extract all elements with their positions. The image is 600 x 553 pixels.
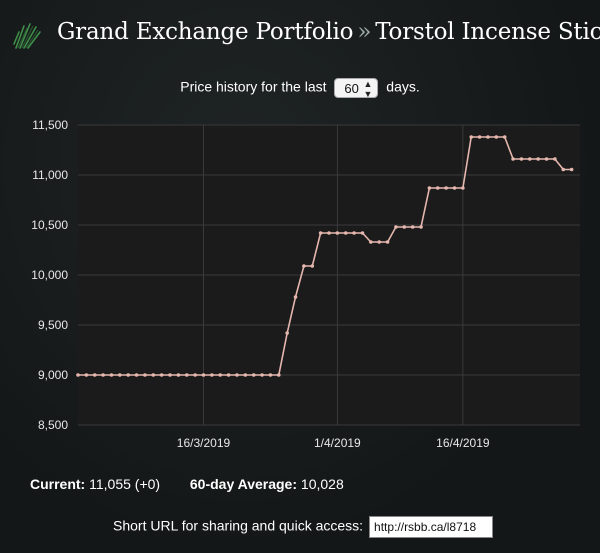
price-point bbox=[126, 373, 130, 377]
price-point bbox=[511, 157, 515, 161]
price-stats: Current: 11,055 (+0) 60-day Average: 10,… bbox=[30, 476, 344, 492]
y-tick-label: 10,000 bbox=[31, 268, 68, 282]
price-point bbox=[235, 373, 239, 377]
price-point bbox=[285, 331, 289, 335]
price-point bbox=[92, 373, 97, 377]
price-point bbox=[494, 135, 499, 139]
price-point bbox=[268, 373, 273, 377]
price-point bbox=[84, 373, 89, 377]
price-point bbox=[394, 225, 398, 229]
price-point bbox=[544, 157, 549, 161]
price-point bbox=[352, 231, 356, 235]
price-point bbox=[327, 231, 331, 235]
price-point bbox=[427, 186, 432, 190]
y-tick-label: 11,000 bbox=[32, 168, 68, 182]
y-tick-label: 10,500 bbox=[31, 218, 68, 232]
days-select[interactable]: 60 ▲ ▼ bbox=[334, 78, 379, 99]
price-point bbox=[134, 373, 139, 377]
price-point bbox=[469, 135, 474, 139]
y-tick-label: 9,000 bbox=[38, 368, 68, 382]
price-point bbox=[477, 135, 482, 139]
history-suffix: days. bbox=[386, 78, 420, 95]
history-controls: Price history for the last 60 ▲ ▼ days. bbox=[0, 78, 600, 99]
price-point bbox=[452, 186, 457, 190]
y-tick-label: 9,500 bbox=[38, 318, 68, 332]
price-point bbox=[343, 231, 348, 235]
title-main: Grand Exchange Portfolio bbox=[57, 19, 354, 45]
price-point bbox=[444, 186, 448, 190]
x-tick-label: 1/4/2019 bbox=[314, 436, 361, 450]
price-point bbox=[260, 373, 264, 377]
price-point bbox=[461, 186, 465, 190]
price-point bbox=[118, 373, 122, 377]
price-point bbox=[519, 157, 524, 161]
average-value: 10,028 bbox=[300, 476, 344, 492]
price-point bbox=[76, 373, 80, 377]
current-label: Current: bbox=[30, 476, 86, 492]
price-point bbox=[377, 240, 382, 244]
price-point bbox=[553, 157, 557, 161]
y-tick-label: 11,500 bbox=[32, 118, 68, 132]
price-point bbox=[193, 373, 197, 377]
price-point bbox=[385, 240, 390, 244]
page-title: Grand Exchange Portfolio» Torstol Incense… bbox=[57, 19, 600, 45]
price-point bbox=[218, 373, 223, 377]
price-point bbox=[226, 373, 231, 377]
price-chart: 8,500 9,000 9,500 10,000 10,500 11,000 11,500 … bbox=[0, 112, 600, 457]
short-url-field[interactable] bbox=[369, 516, 494, 538]
title-item: Torstol Incense Sticks bbox=[375, 19, 600, 45]
price-point bbox=[243, 373, 248, 377]
price-point bbox=[536, 157, 540, 161]
price-point bbox=[168, 373, 172, 377]
price-point bbox=[528, 157, 532, 161]
price-point bbox=[561, 167, 566, 172]
price-point bbox=[201, 373, 206, 377]
price-point bbox=[502, 135, 507, 139]
x-tick-label: 16/3/2019 bbox=[177, 436, 231, 450]
price-point bbox=[435, 186, 440, 190]
price-point bbox=[310, 264, 315, 268]
price-point bbox=[277, 373, 281, 377]
price-chart-svg: 8,5009,0009,50010,00010,50011,00011,500 … bbox=[31, 118, 580, 450]
price-point bbox=[369, 240, 373, 244]
price-point bbox=[151, 373, 156, 377]
price-point bbox=[251, 373, 256, 377]
price-point bbox=[101, 373, 105, 377]
grass-herb-icon bbox=[13, 23, 41, 49]
price-point bbox=[486, 135, 490, 139]
price-point bbox=[402, 225, 407, 229]
current-value: 11,055 (+0) bbox=[89, 476, 161, 492]
price-point bbox=[302, 264, 306, 268]
share-label: Short URL for sharing and quick access: bbox=[113, 517, 364, 534]
title-separator: » bbox=[357, 19, 372, 45]
price-point bbox=[360, 231, 365, 235]
price-point bbox=[176, 373, 181, 377]
price-point bbox=[210, 373, 214, 377]
y-tick-label: 8,500 bbox=[38, 418, 68, 432]
price-point bbox=[410, 225, 415, 229]
price-point bbox=[293, 295, 298, 299]
stepper-arrows-icon: ▲ ▼ bbox=[363, 79, 373, 99]
share-row: Short URL for sharing and quick access: bbox=[113, 516, 494, 538]
price-point bbox=[143, 373, 147, 377]
price-point bbox=[184, 373, 189, 377]
price-point bbox=[159, 373, 164, 377]
price-point bbox=[419, 225, 423, 229]
average-label: 60-day Average: bbox=[189, 476, 298, 492]
history-prefix: Price history for the last bbox=[180, 78, 327, 95]
price-point bbox=[569, 167, 574, 172]
days-value: 60 bbox=[344, 81, 359, 96]
page-header: Grand Exchange Portfolio» Torstol Incense… bbox=[0, 0, 600, 72]
price-point bbox=[318, 231, 323, 235]
x-tick-label: 16/4/2019 bbox=[436, 436, 490, 450]
price-point bbox=[335, 231, 340, 235]
price-point bbox=[109, 373, 114, 377]
